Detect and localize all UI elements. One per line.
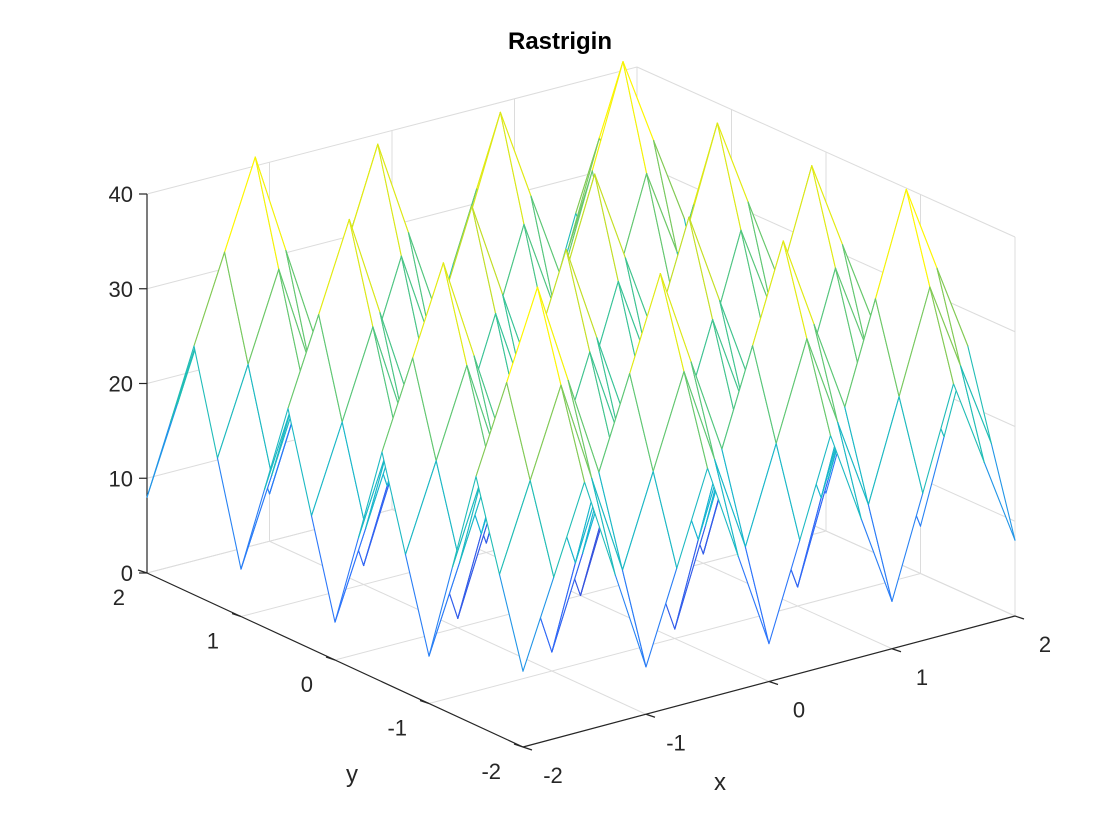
y-tick-mark (419, 699, 430, 705)
side-wall-gridline (636, 66, 1016, 238)
y-tick-label: -1 (387, 716, 407, 741)
x-tick-label: 2 (1039, 632, 1051, 657)
x-tick-label: -2 (543, 763, 563, 788)
mesh-cell (867, 396, 924, 602)
y-tick-label: 0 (301, 672, 313, 697)
mesh-cell (960, 365, 1016, 541)
axis-tick-labels: 0 10 20 30 40 -2 -1 0 1 2 -2 -1 0 1 2 (109, 182, 1052, 788)
x-tick-mark (1014, 615, 1025, 620)
surface-mesh (146, 61, 1016, 672)
x-tick-mark (891, 648, 902, 653)
chart-title: Rastrigin (507, 28, 612, 55)
z-tick-label: 20 (109, 372, 133, 397)
x-tick-label: -1 (666, 730, 686, 755)
y-tick-mark (137, 569, 148, 574)
z-tick-label: 30 (109, 277, 133, 302)
z-tick-label: 0 (121, 561, 133, 586)
y-tick-mark (325, 656, 336, 661)
x-axis-label: x (714, 769, 726, 796)
y-tick-mark (513, 743, 524, 748)
z-tick-label: 10 (109, 466, 133, 491)
x-tick-mark (645, 713, 656, 718)
z-tick-label: 40 (109, 182, 133, 207)
y-tick-mark (231, 612, 242, 618)
y-tick-label: -2 (481, 759, 501, 784)
x-tick-mark (522, 746, 533, 751)
mesh-cell (837, 421, 893, 602)
y-tick-label: 2 (113, 585, 125, 610)
x-tick-label: 0 (793, 698, 805, 723)
back-wall-gridline (146, 66, 638, 195)
x-tick-label: 1 (916, 665, 928, 690)
y-axis-label: y (346, 761, 358, 788)
y-tick-label: 1 (207, 629, 219, 654)
mesh-cell (498, 479, 555, 672)
floor-gridline (428, 573, 921, 704)
x-tick-mark (768, 680, 779, 686)
